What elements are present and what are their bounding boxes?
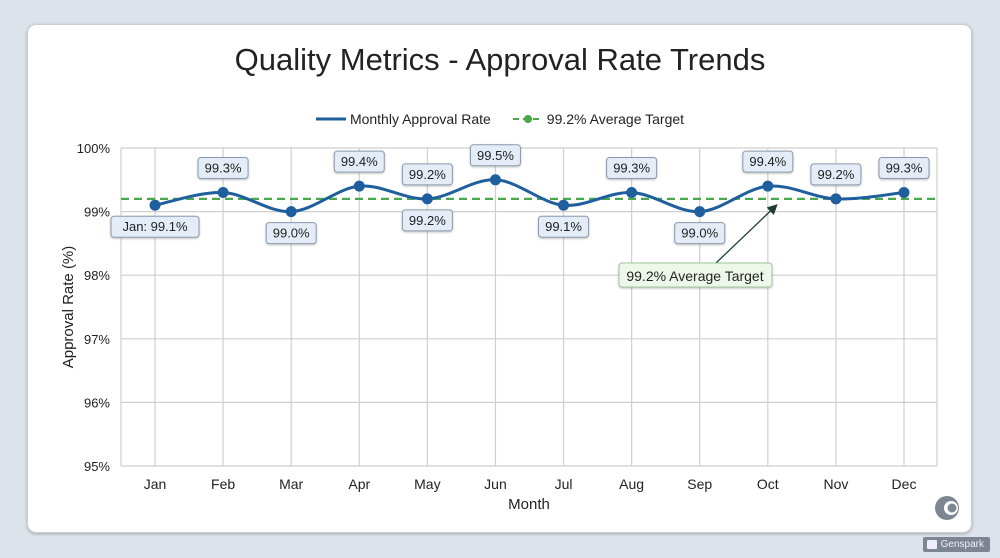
data-label-box [401,209,453,232]
legend-line-swatch [315,117,346,121]
data-point [489,174,501,186]
data-label-text: 99.2% [409,213,446,228]
data-label-box [265,222,317,245]
annotation-arrow [715,204,778,264]
data-label: 99.3% [606,157,658,180]
data-label-box [742,150,794,173]
data-label: 99.5% [469,144,521,167]
x-tick-label: Jun [484,476,507,492]
data-label-text: 99.3% [886,161,923,176]
y-axis-label: Approval Rate (%) [60,246,77,369]
data-label-text: 99.1% [545,219,582,234]
x-tick-label: Apr [348,476,370,492]
y-tick-label: 99% [84,205,110,220]
y-tick-label: 95% [84,459,110,474]
y-tick-label: 97% [84,332,110,347]
grid [120,147,938,467]
x-tick-label: Jul [555,476,573,492]
data-point [830,193,842,205]
x-tick-label: Jan [144,476,167,492]
data-label: 99.3% [878,157,930,180]
y-axis: 95% 96% 97% 98% 99% 100% [77,141,111,474]
data-label-box [333,150,385,173]
data-label-box [469,144,521,167]
x-tick-label: Feb [211,476,235,492]
data-point [558,199,570,211]
data-label-box [606,157,658,180]
annotation-box [618,262,773,288]
data-label: 99.2% [401,163,453,186]
data-label-text: 99.2% [409,167,446,182]
data-label-text: 99.4% [749,154,786,169]
data-point [149,199,161,211]
watermark-label: Genspark [940,539,984,550]
data-label: 99.2% [401,209,453,232]
chart-title: Quality Metrics - Approval Rate Trends [234,42,766,77]
data-label-text: 99.0% [681,226,718,241]
annotation-text: 99.2% Average Target [626,268,763,284]
legend-label-target: 99.2% Average Target [546,111,685,127]
data-label-box [401,163,453,186]
data-labels: Jan: 99.1% 99.3% 99.0% 99.4% 99.2% 99.5% 99.1%… [110,144,930,245]
data-label: 99.0% [674,222,726,245]
data-label-text: 99.3% [613,161,650,176]
data-label-text: 99.5% [477,148,514,163]
data-point [353,180,365,192]
y-tick-label: 100% [77,141,111,156]
data-label: Jan: 99.1% [110,215,200,238]
x-tick-label: Dec [892,476,917,492]
legend-label-monthly: Monthly Approval Rate [349,111,491,127]
data-label-box [538,215,590,238]
data-label-text: 99.2% [817,167,854,182]
legend-dashed-swatch [512,115,543,123]
data-point [626,187,638,199]
data-label-box [674,222,726,245]
logo-icon [935,496,959,520]
series-line [154,178,905,214]
legend-item-monthly: Monthly Approval Rate [315,111,491,127]
x-tick-label: Sep [687,476,712,492]
data-label: 99.1% [538,215,590,238]
chart-card [27,24,972,533]
data-point [762,180,774,192]
data-label-box [110,215,200,238]
data-point [421,193,433,205]
badge-icon [926,540,937,549]
x-tick-label: Nov [823,476,848,492]
x-tick-label: Mar [279,476,303,492]
data-label-text: 99.4% [341,154,378,169]
data-point [217,187,229,199]
y-tick-label: 96% [84,395,110,410]
chart-legend: Monthly Approval Rate 99.2% Average Targ… [0,111,1000,127]
y-tick-label: 98% [84,268,110,283]
series-group [149,174,910,218]
legend-item-target: 99.2% Average Target [512,111,685,127]
x-tick-label: May [414,476,440,492]
x-tick-label: Oct [757,476,779,492]
watermark-badge: Genspark [922,537,990,552]
data-label: 99.4% [742,150,794,173]
data-label: 99.2% [810,163,862,186]
data-point [285,206,297,218]
data-label-text: 99.0% [273,226,310,241]
data-label: 99.4% [333,150,385,173]
data-label-box [810,163,862,186]
data-label: 99.0% [265,222,317,245]
data-label-box [197,157,249,180]
data-label-box [878,157,930,180]
data-label-text: Jan: 99.1% [122,219,187,234]
x-axis-label: Month [508,496,550,513]
data-label: 99.3% [197,157,249,180]
x-tick-label: Aug [619,476,644,492]
data-point [898,187,910,199]
data-point [694,206,706,218]
data-label-text: 99.3% [205,161,242,176]
annotation: 99.2% Average Target [618,204,778,288]
x-axis: Jan Feb Mar Apr May Jun Jul Aug Sep Oct Nov Dec [144,476,917,492]
